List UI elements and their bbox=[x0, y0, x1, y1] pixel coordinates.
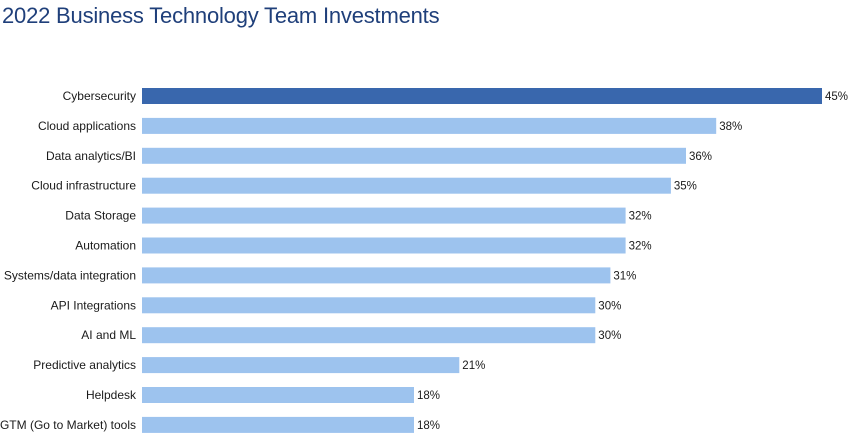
bar-api-integrations bbox=[142, 297, 596, 314]
value-label-systems-data-integration: 31% bbox=[613, 270, 636, 282]
chart-title: 2022 Business Technology Team Investment… bbox=[2, 3, 440, 28]
value-label-gtm-go-to-market-tools: 18% bbox=[417, 420, 440, 432]
bar-cloud-applications bbox=[142, 117, 717, 134]
value-label-ai-and-ml: 30% bbox=[598, 330, 621, 342]
bar-predictive-analytics bbox=[142, 357, 460, 374]
value-label-data-storage: 32% bbox=[629, 211, 652, 223]
category-label-data-analytics-bi: Data analytics/BI bbox=[46, 149, 136, 163]
value-label-cybersecurity: 45% bbox=[825, 91, 848, 103]
bar-systems-data-integration bbox=[142, 267, 611, 284]
bar-gtm-go-to-market-tools bbox=[142, 416, 414, 433]
category-label-ai-and-ml: AI and ML bbox=[81, 328, 136, 342]
bar-ai-and-ml bbox=[142, 327, 596, 344]
category-labels: Cybersecurity Cloud applications Data anal… bbox=[0, 89, 137, 432]
value-label-cloud-infrastructure: 35% bbox=[674, 181, 697, 193]
bar-cloud-infrastructure bbox=[142, 177, 671, 194]
category-label-cybersecurity: Cybersecurity bbox=[63, 89, 136, 103]
category-label-api-integrations: API Integrations bbox=[51, 298, 136, 312]
category-label-cloud-infrastructure: Cloud infrastructure bbox=[31, 179, 136, 193]
bar-cybersecurity bbox=[142, 88, 822, 104]
category-label-cloud-applications: Cloud applications bbox=[38, 119, 136, 133]
value-label-data-analytics-bi: 36% bbox=[689, 151, 712, 163]
value-labels: 45% 38% 36% 35% 32% 32% 31% 30% 30% 21% 18% 18% bbox=[417, 91, 848, 432]
category-label-systems-data-integration: Systems/data integration bbox=[4, 268, 136, 282]
bar-data-analytics-bi bbox=[142, 147, 686, 164]
category-label-helpdesk: Helpdesk bbox=[86, 388, 137, 402]
value-label-automation: 32% bbox=[629, 241, 652, 253]
value-label-predictive-analytics: 21% bbox=[462, 360, 485, 372]
bar-helpdesk bbox=[142, 387, 414, 403]
value-label-api-integrations: 30% bbox=[598, 300, 621, 312]
bar-automation bbox=[142, 237, 626, 254]
category-label-predictive-analytics: Predictive analytics bbox=[33, 358, 136, 372]
category-label-data-storage: Data Storage bbox=[65, 209, 136, 223]
bars-layer bbox=[142, 88, 822, 433]
value-label-helpdesk: 18% bbox=[417, 390, 440, 402]
category-label-automation: Automation bbox=[75, 239, 136, 253]
bar-data-storage bbox=[142, 207, 626, 224]
category-label-gtm-go-to-market-tools: GTM (Go to Market) tools bbox=[0, 418, 136, 432]
value-label-cloud-applications: 38% bbox=[719, 121, 742, 133]
